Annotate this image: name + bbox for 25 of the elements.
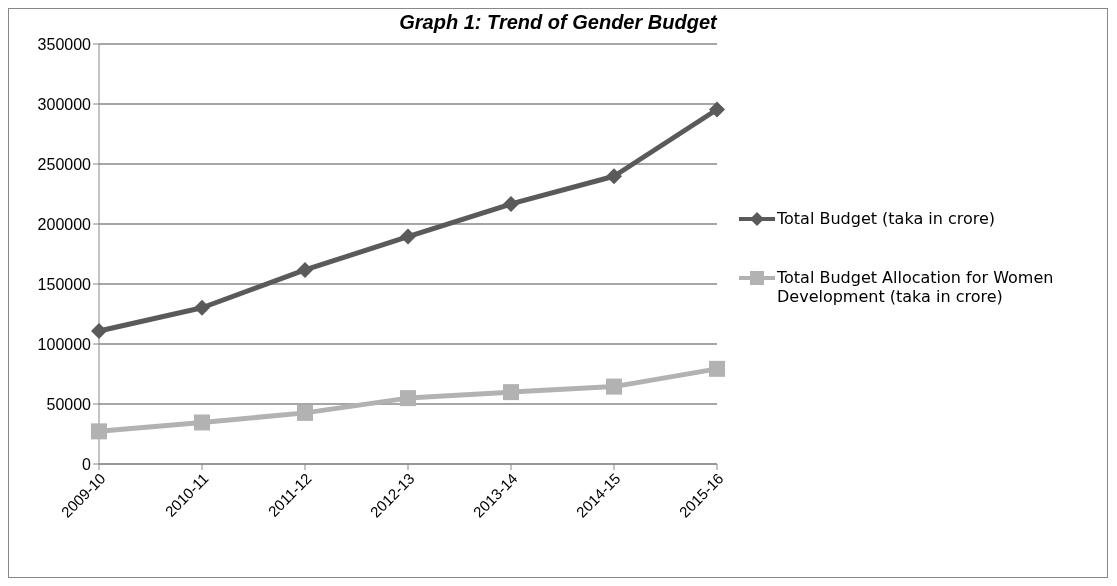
point xyxy=(503,384,519,401)
y-tick-label: 300000 xyxy=(37,95,92,113)
chart-title: Graph 1: Trend of Gender Budget xyxy=(398,11,719,34)
y-tick-label: 350000 xyxy=(37,35,92,53)
point xyxy=(606,378,622,395)
y-tick-label: 100000 xyxy=(37,335,92,353)
point xyxy=(503,195,519,212)
point xyxy=(709,360,725,377)
y-tick-label: 0 xyxy=(82,455,92,473)
legend-label: Total Budget (taka in crore) xyxy=(777,209,996,228)
y-tick-label: 200000 xyxy=(37,215,92,233)
legend-label: Total Budget Allocation for Women Development (taka in crore) xyxy=(777,268,1055,306)
point xyxy=(297,404,313,421)
point xyxy=(606,168,622,185)
point xyxy=(709,101,725,118)
point xyxy=(91,323,107,340)
y-tick-label: 250000 xyxy=(37,155,92,173)
point xyxy=(400,228,416,245)
point xyxy=(91,423,107,440)
point xyxy=(194,414,210,431)
point xyxy=(297,261,313,278)
point xyxy=(400,390,416,407)
point xyxy=(194,299,210,316)
y-tick-label: 150000 xyxy=(37,275,92,293)
y-tick-label: 50000 xyxy=(46,395,92,413)
